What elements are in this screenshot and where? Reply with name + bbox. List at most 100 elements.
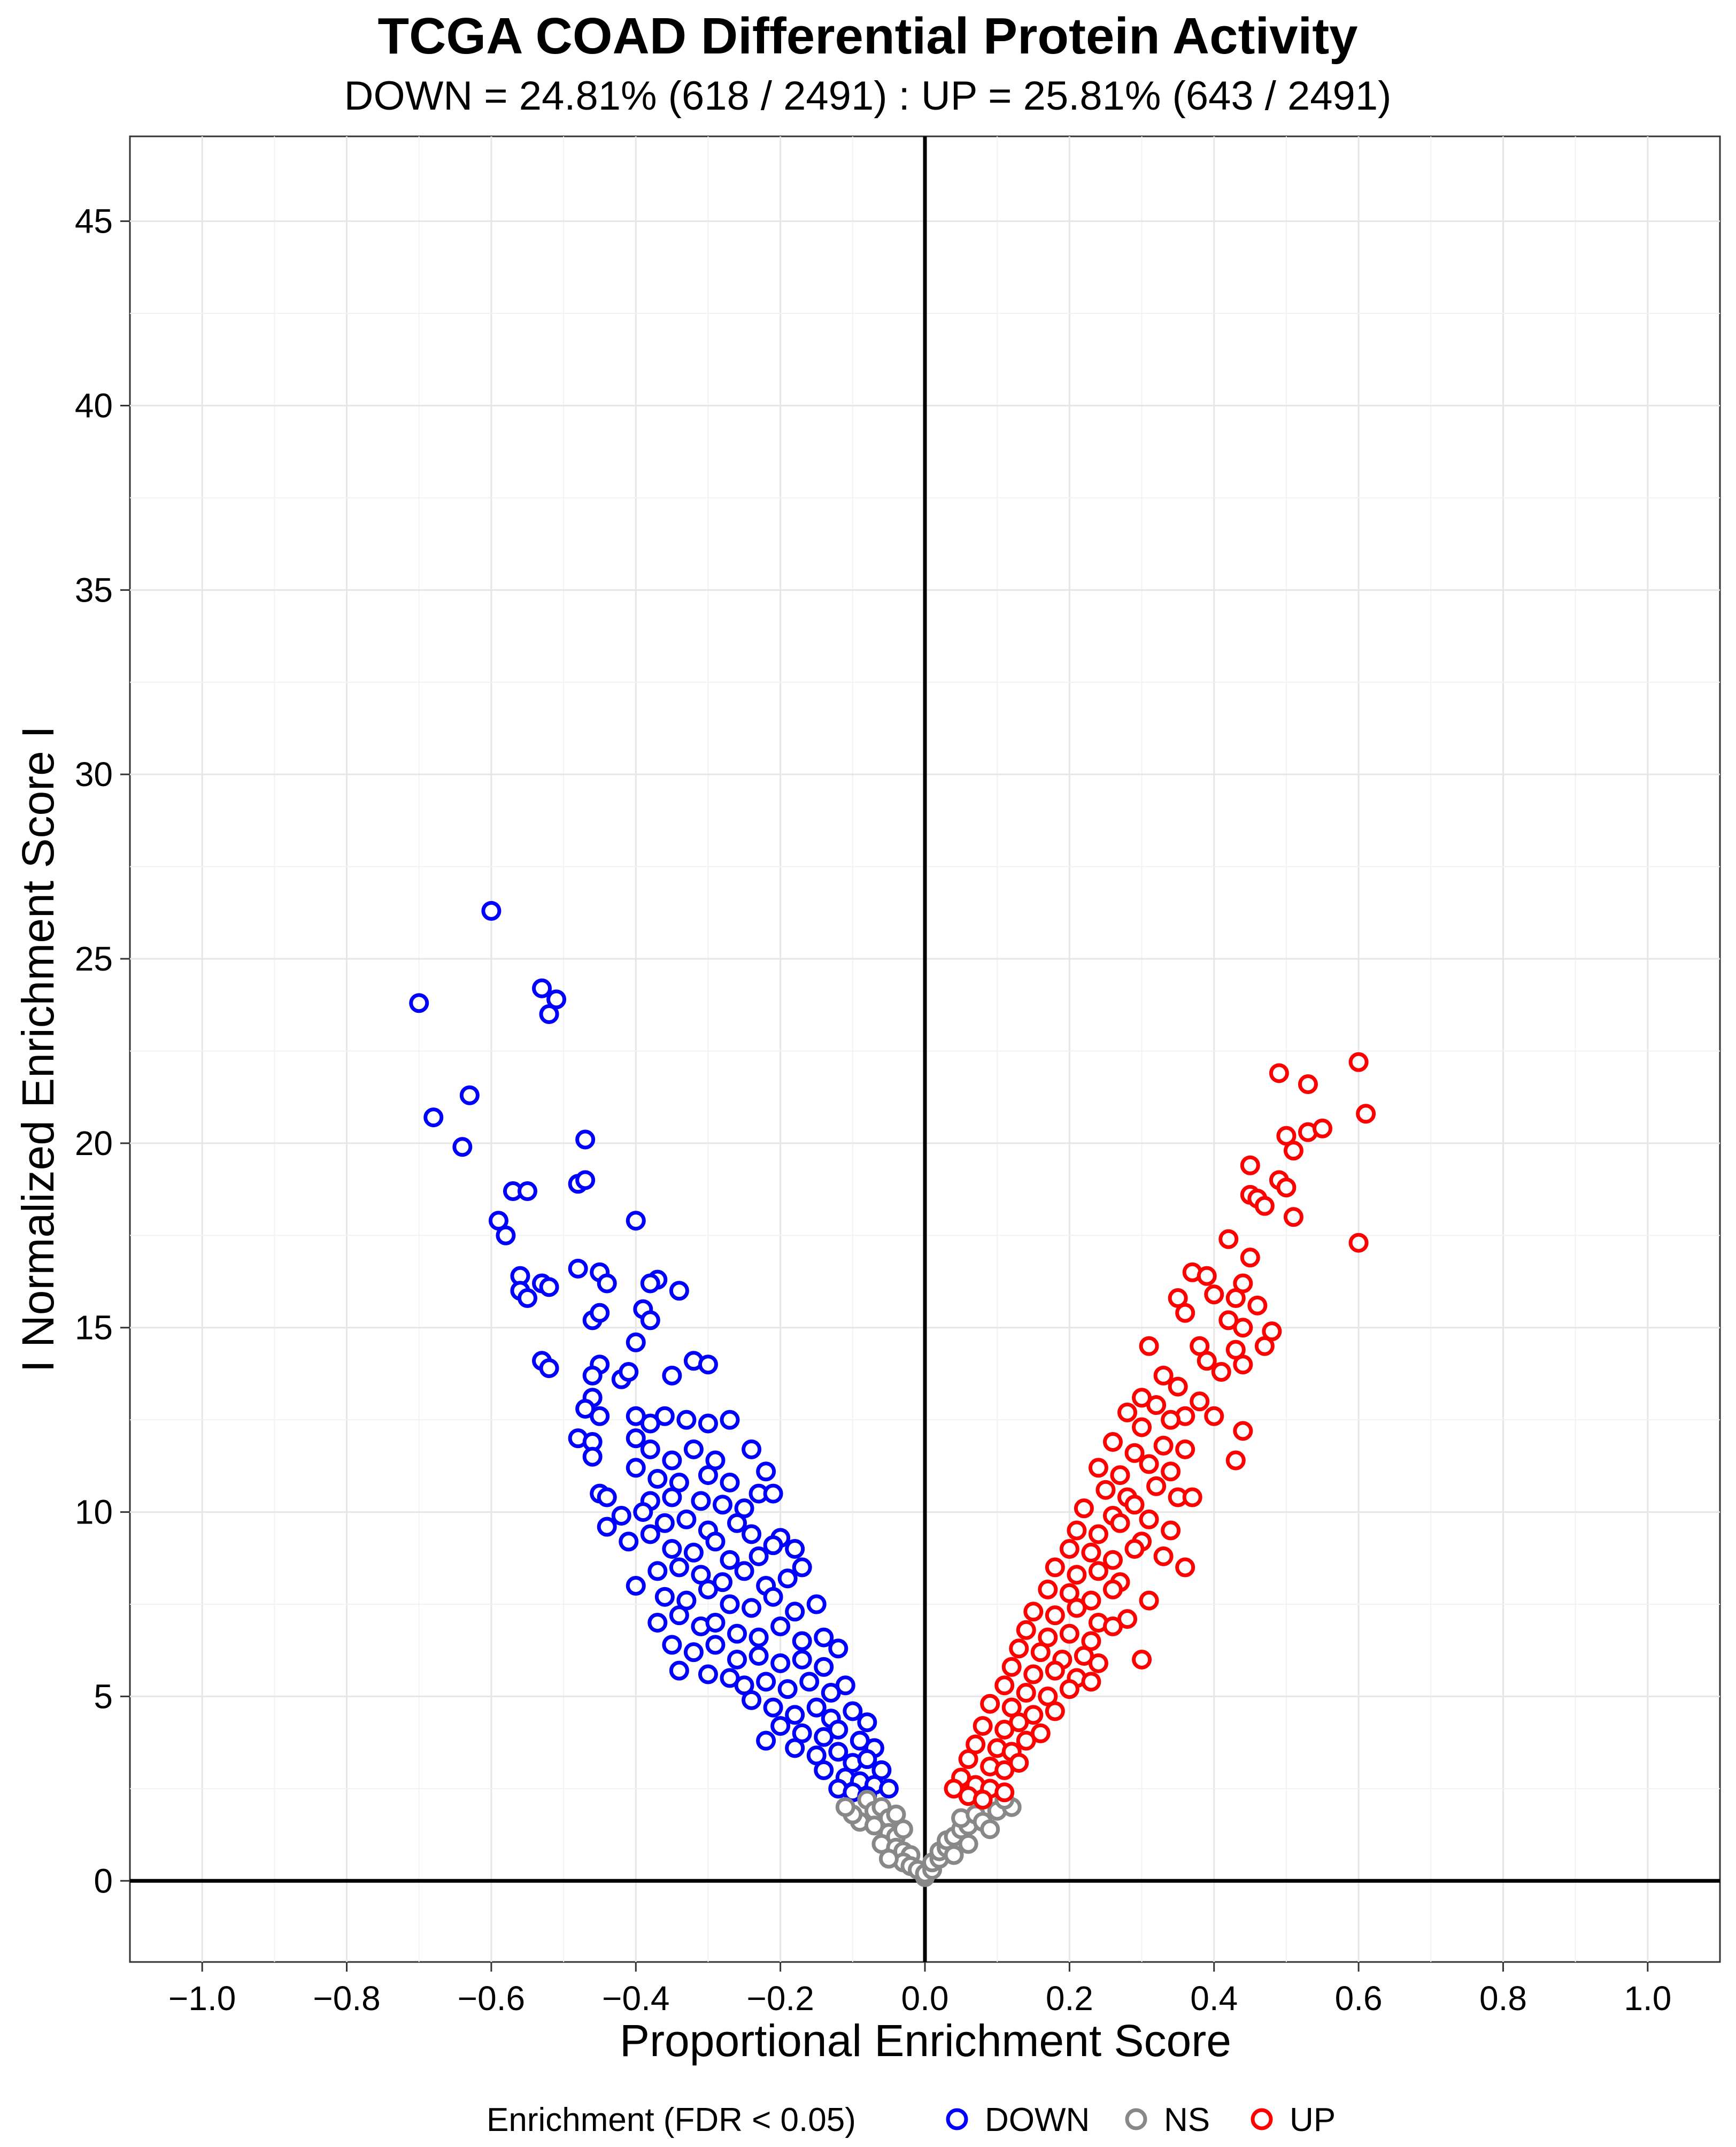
data-point-up xyxy=(1102,1550,1123,1570)
y-tick-label: 40 xyxy=(75,386,113,425)
data-point-down xyxy=(777,1568,798,1589)
data-point-down xyxy=(575,1129,596,1150)
data-point-down xyxy=(683,1642,704,1663)
data-point-up xyxy=(1240,1155,1260,1175)
data-point-down xyxy=(705,1635,726,1655)
data-point-up xyxy=(1088,1524,1108,1544)
data-point-up xyxy=(1045,1660,1065,1681)
data-point-down xyxy=(597,1273,617,1294)
data-point-down xyxy=(720,1472,740,1492)
data-point-down xyxy=(705,1612,726,1633)
data-point-down xyxy=(828,1638,848,1659)
data-point-up xyxy=(1168,1376,1188,1397)
data-point-down xyxy=(785,1602,805,1622)
data-point-down xyxy=(626,1332,646,1352)
data-point-down xyxy=(409,993,429,1013)
y-tick-label: 25 xyxy=(75,940,113,978)
data-point-down xyxy=(669,1660,689,1681)
data-point-down xyxy=(742,1690,762,1710)
data-point-down xyxy=(698,1664,718,1684)
data-point-up xyxy=(1139,1336,1159,1356)
legend-key-ns xyxy=(1125,2108,1147,2130)
data-point-up xyxy=(994,1782,1015,1803)
data-point-up xyxy=(1081,1542,1101,1563)
data-point-down xyxy=(857,1749,877,1769)
data-point-up xyxy=(1161,1410,1181,1430)
data-point-down xyxy=(676,1509,697,1529)
data-point-down xyxy=(828,1719,848,1740)
data-point-ns xyxy=(944,1845,964,1865)
data-point-up xyxy=(1124,1539,1145,1559)
data-point-down xyxy=(698,1413,718,1434)
data-point-up xyxy=(1088,1653,1108,1673)
data-point-up xyxy=(1102,1432,1123,1452)
data-point-up xyxy=(1182,1487,1202,1507)
data-point-up xyxy=(1001,1657,1022,1677)
data-point-down xyxy=(705,1532,726,1552)
data-point-down xyxy=(676,1410,697,1430)
chart-title: TCGA COAD Differential Protein Activity xyxy=(377,7,1357,65)
data-point-ns xyxy=(893,1819,913,1840)
x-axis-title: Proportional Enrichment Score xyxy=(620,2015,1231,2066)
data-point-down xyxy=(597,1517,617,1537)
y-axis-ticks: 0 5 10 15 20 25 30 35 40 45 xyxy=(75,202,130,1900)
data-point-down xyxy=(843,1701,863,1721)
data-point-up xyxy=(1225,1288,1246,1309)
y-axis-title: I Normalized Enrichment Score I xyxy=(13,726,63,1372)
data-point-up xyxy=(1045,1605,1065,1626)
data-point-up xyxy=(1348,1052,1369,1072)
data-point-up xyxy=(1030,1642,1051,1663)
data-point-up xyxy=(1356,1104,1376,1124)
data-point-down xyxy=(806,1697,827,1718)
legend-key-down xyxy=(946,2108,968,2130)
data-point-up xyxy=(1269,1063,1289,1083)
data-point-up xyxy=(1059,1539,1079,1559)
data-point-down xyxy=(640,1310,660,1330)
data-point-down xyxy=(763,1587,783,1607)
data-point-down xyxy=(647,1612,668,1633)
data-point-down xyxy=(518,1288,537,1309)
data-point-up xyxy=(1204,1406,1224,1426)
y-tick-label: 35 xyxy=(75,571,113,609)
x-tick-label: −1.0 xyxy=(168,1979,236,2018)
legend-title: Enrichment (FDR < 0.05) xyxy=(487,2102,856,2138)
chart-subtitle: DOWN = 24.81% (618 / 2491) : UP = 25.81%… xyxy=(344,73,1392,119)
data-point-down xyxy=(878,1779,899,1799)
data-point-up xyxy=(1110,1465,1130,1486)
y-tick-label: 45 xyxy=(75,202,113,241)
data-point-up xyxy=(1009,1712,1029,1733)
data-point-down xyxy=(756,1672,776,1692)
data-point-down xyxy=(720,1550,740,1570)
data-point-down xyxy=(452,1137,473,1157)
data-point-down xyxy=(763,1697,783,1718)
data-point-up xyxy=(1233,1355,1253,1375)
data-point-up xyxy=(1161,1461,1181,1482)
data-point-up xyxy=(958,1749,978,1769)
data-point-up xyxy=(1110,1513,1130,1533)
data-point-down xyxy=(539,1004,559,1024)
data-point-ns xyxy=(878,1849,899,1869)
data-point-down xyxy=(727,1649,747,1669)
data-point-down xyxy=(749,1546,769,1566)
data-point-down xyxy=(633,1502,653,1522)
data-point-down xyxy=(792,1649,812,1669)
data-point-down xyxy=(626,1458,646,1478)
data-point-up xyxy=(1276,1178,1297,1198)
legend-label-ns: NS xyxy=(1164,2102,1210,2138)
data-point-up xyxy=(1240,1248,1260,1268)
data-point-down xyxy=(611,1505,631,1526)
data-point-down xyxy=(770,1616,791,1636)
data-point-up xyxy=(1102,1616,1123,1636)
data-point-up xyxy=(1233,1421,1253,1441)
data-point-down xyxy=(640,1524,660,1544)
y-tick-label: 5 xyxy=(94,1677,113,1715)
data-point-up xyxy=(1067,1598,1087,1618)
y-tick-label: 30 xyxy=(75,755,113,794)
data-point-down xyxy=(532,978,552,998)
data-point-up xyxy=(1016,1620,1036,1640)
data-point-up xyxy=(1139,1590,1159,1611)
data-point-down xyxy=(698,1355,718,1375)
data-point-down xyxy=(619,1532,639,1552)
data-point-up xyxy=(1059,1623,1079,1644)
